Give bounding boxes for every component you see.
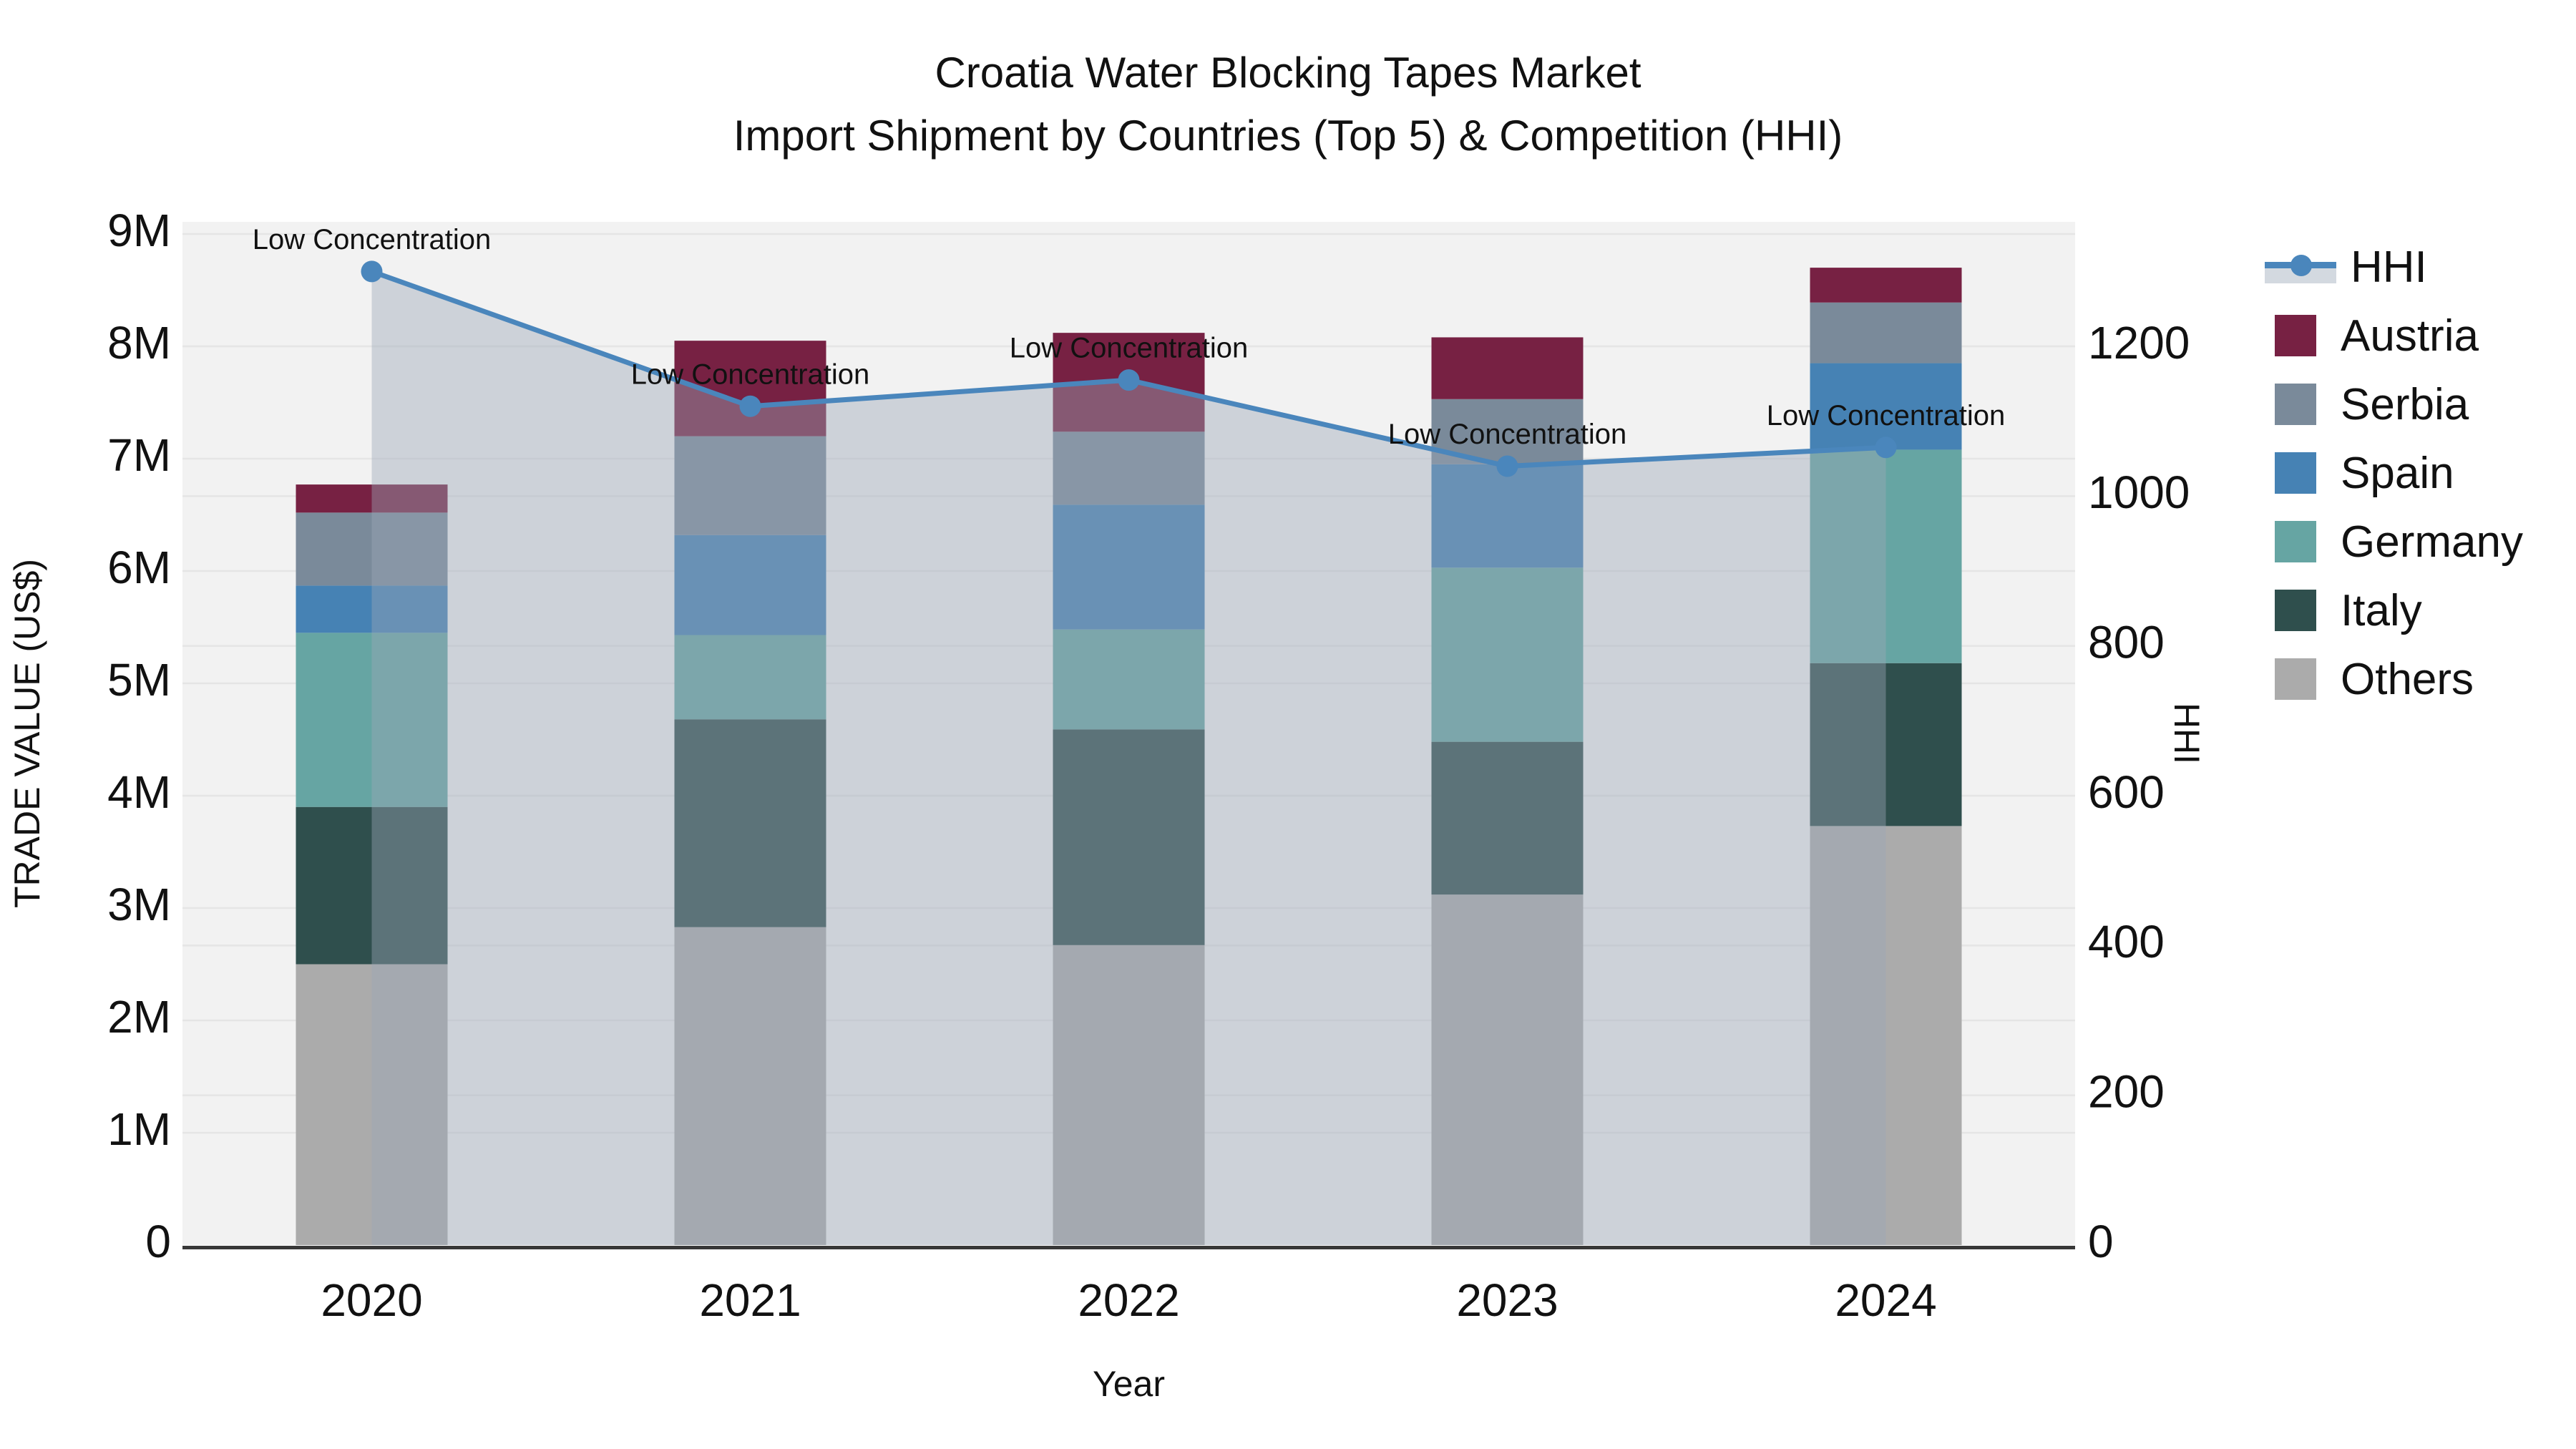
bar-segment-italy-2021[interactable] xyxy=(674,719,826,927)
hhi-line-icon xyxy=(2265,246,2336,288)
y-right-tick-1000: 1000 xyxy=(2088,467,2190,518)
chart-title-line1: Croatia Water Blocking Tapes Market xyxy=(935,49,1641,97)
italy-swatch-icon xyxy=(2275,590,2316,631)
legend-item-italy[interactable]: Italy xyxy=(2265,576,2523,645)
bar-segment-austria-2023[interactable] xyxy=(1431,337,1584,399)
y-axis-title-left: TRADE VALUE (US$) xyxy=(7,559,47,908)
bar-segment-germany-2020[interactable] xyxy=(296,633,448,807)
x-tick-2023: 2023 xyxy=(1456,1274,1558,1326)
bar-segment-spain-2023[interactable] xyxy=(1431,464,1584,568)
bar-segment-italy-2023[interactable] xyxy=(1431,741,1584,895)
y-right-tick-1200: 1200 xyxy=(2088,317,2190,369)
legend-label-austria: Austria xyxy=(2341,311,2479,361)
bar-segment-germany-2024[interactable] xyxy=(1810,449,1962,663)
bar-segment-others-2022[interactable] xyxy=(1053,945,1205,1245)
bar-segment-germany-2023[interactable] xyxy=(1431,567,1584,742)
legend-item-spain[interactable]: Spain xyxy=(2265,439,2523,507)
bar-segment-spain-2020[interactable] xyxy=(296,585,448,633)
y-left-tick-0: 0 xyxy=(145,1216,171,1267)
legend-label-italy: Italy xyxy=(2341,585,2422,635)
legend-label-serbia: Serbia xyxy=(2341,379,2469,429)
y-left-tick-9M: 9M xyxy=(107,205,171,256)
legend-label-hhi: HHI xyxy=(2351,242,2427,292)
x-tick-2021: 2021 xyxy=(699,1274,801,1326)
x-tick-2022: 2022 xyxy=(1078,1274,1179,1326)
y-left-tick-1M: 1M xyxy=(107,1103,171,1155)
bar-segment-others-2024[interactable] xyxy=(1810,826,1962,1245)
y-axis-title-right: HHI xyxy=(2167,703,2207,764)
annotation-2024: Low Concentration xyxy=(1767,400,2006,431)
x-tick-2020: 2020 xyxy=(321,1274,422,1326)
hhi-marker-2021[interactable] xyxy=(739,395,761,417)
y-left-tick-6M: 6M xyxy=(107,542,171,593)
annotation-2023: Low Concentration xyxy=(1388,419,1627,450)
y-left-tick-4M: 4M xyxy=(107,766,171,818)
hhi-marker-2024[interactable] xyxy=(1875,436,1897,459)
legend: HHI Austria Serbia Spain Germany Italy O… xyxy=(2265,233,2523,713)
bar-segment-germany-2022[interactable] xyxy=(1053,629,1205,730)
y-left-tick-5M: 5M xyxy=(107,654,171,706)
bar-segment-austria-2024[interactable] xyxy=(1810,268,1962,303)
austria-swatch-icon xyxy=(2275,315,2316,356)
bar-segment-others-2020[interactable] xyxy=(296,964,448,1246)
bar-segment-serbia-2021[interactable] xyxy=(674,436,826,535)
bar-segment-spain-2024[interactable] xyxy=(1810,363,1962,450)
legend-item-hhi[interactable]: HHI xyxy=(2265,233,2523,301)
bar-segment-spain-2022[interactable] xyxy=(1053,504,1205,630)
hhi-marker-2020[interactable] xyxy=(361,260,383,283)
annotation-2021: Low Concentration xyxy=(631,358,870,390)
legend-item-serbia[interactable]: Serbia xyxy=(2265,370,2523,439)
hhi-marker-2023[interactable] xyxy=(1496,455,1518,477)
bar-segment-serbia-2020[interactable] xyxy=(296,512,448,586)
bar-segment-serbia-2024[interactable] xyxy=(1810,302,1962,364)
chart-title: Croatia Water Blocking Tapes Market Impo… xyxy=(0,42,2576,167)
y-right-tick-0: 0 xyxy=(2088,1216,2114,1267)
legend-label-spain: Spain xyxy=(2341,448,2454,498)
bar-segment-others-2023[interactable] xyxy=(1431,894,1584,1245)
chart-title-line2: Import Shipment by Countries (Top 5) & C… xyxy=(733,112,1843,160)
others-swatch-icon xyxy=(2275,658,2316,700)
x-axis-line xyxy=(182,1246,2075,1249)
y-right-tick-800: 800 xyxy=(2088,617,2165,668)
legend-item-germany[interactable]: Germany xyxy=(2265,507,2523,576)
x-axis-title: Year xyxy=(1093,1364,1165,1404)
serbia-swatch-icon xyxy=(2275,384,2316,425)
legend-item-austria[interactable]: Austria xyxy=(2265,301,2523,370)
y-left-tick-2M: 2M xyxy=(107,991,171,1043)
legend-item-others[interactable]: Others xyxy=(2265,645,2523,713)
bar-segment-italy-2024[interactable] xyxy=(1810,663,1962,826)
y-left-tick-8M: 8M xyxy=(107,317,171,369)
annotation-2020: Low Concentration xyxy=(253,224,492,255)
germany-swatch-icon xyxy=(2275,521,2316,562)
y-left-tick-3M: 3M xyxy=(107,879,171,930)
legend-label-germany: Germany xyxy=(2341,517,2523,567)
bar-segment-spain-2021[interactable] xyxy=(674,535,826,635)
spain-swatch-icon xyxy=(2275,452,2316,494)
bar-segment-germany-2021[interactable] xyxy=(674,635,826,720)
bar-segment-italy-2020[interactable] xyxy=(296,806,448,965)
hhi-marker-2022[interactable] xyxy=(1118,369,1140,391)
bar-segment-others-2021[interactable] xyxy=(674,927,826,1245)
y-right-tick-600: 600 xyxy=(2088,766,2165,818)
y-right-tick-400: 400 xyxy=(2088,916,2165,967)
y-right-tick-200: 200 xyxy=(2088,1066,2165,1118)
bar-segment-italy-2022[interactable] xyxy=(1053,729,1205,945)
bar-segment-austria-2020[interactable] xyxy=(296,484,448,513)
hhi-area-fill xyxy=(371,271,1886,1245)
x-tick-2024: 2024 xyxy=(1835,1274,1936,1326)
annotation-2022: Low Concentration xyxy=(1010,333,1249,364)
legend-label-others: Others xyxy=(2341,654,2474,704)
y-left-tick-7M: 7M xyxy=(107,429,171,481)
bar-segment-serbia-2022[interactable] xyxy=(1053,431,1205,505)
